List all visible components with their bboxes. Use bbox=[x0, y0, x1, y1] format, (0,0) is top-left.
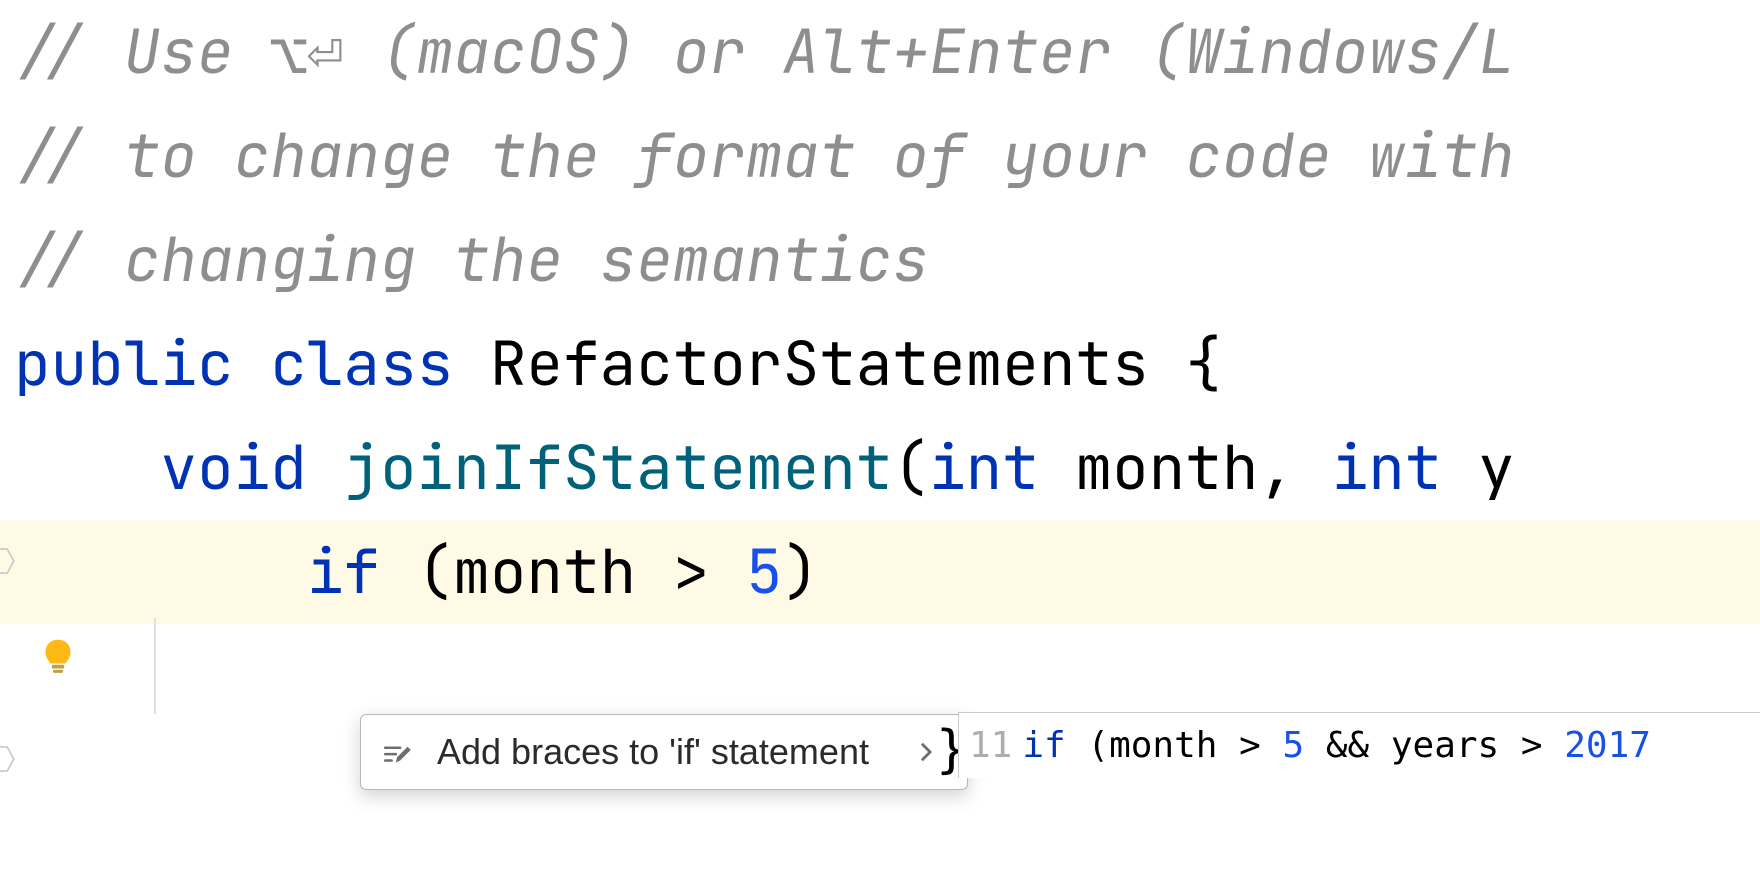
token-identifier: month, bbox=[1075, 428, 1331, 508]
preview-token-keyword: if bbox=[1022, 725, 1087, 766]
token-plain bbox=[14, 428, 160, 508]
token-keyword: public bbox=[14, 324, 270, 404]
preview-code: if (month > 5 && years > 2017 bbox=[1022, 725, 1651, 766]
preview-token-plain: (month > bbox=[1087, 725, 1282, 766]
intention-bulb[interactable] bbox=[38, 636, 82, 680]
token-comment: // Use bbox=[14, 12, 270, 92]
edit-pen-icon bbox=[381, 735, 415, 769]
preview-token-number: 2017 bbox=[1564, 725, 1651, 766]
lightbulb-icon bbox=[38, 636, 78, 676]
code-editor[interactable]: // Use ⌥⏎ (macOS) or Alt+Enter (Windows/… bbox=[0, 0, 1760, 880]
token-keyword: class bbox=[270, 324, 490, 404]
token-plain bbox=[14, 532, 307, 612]
preview-token-plain: && years > bbox=[1304, 725, 1564, 766]
code-line[interactable]: public class RefactorStatements { bbox=[0, 312, 1760, 416]
token-keyword: int bbox=[929, 428, 1075, 508]
preview-line-number: 11 bbox=[969, 725, 1022, 766]
code-line[interactable]: // to change the format of your code wit… bbox=[0, 104, 1760, 208]
fold-handle-icon[interactable] bbox=[0, 546, 16, 576]
token-plain: { bbox=[1185, 324, 1222, 404]
token-plain: ) bbox=[783, 532, 820, 612]
code-line[interactable]: // Use ⌥⏎ (macOS) or Alt+Enter (Windows/… bbox=[0, 0, 1760, 104]
intention-preview-popup: 11 if (month > 5 && years > 2017 bbox=[958, 712, 1760, 778]
token-comment: // changing the semantics bbox=[14, 220, 929, 300]
token-keyword: int bbox=[1332, 428, 1478, 508]
token-comment: // to change the format of your code wit… bbox=[14, 116, 1515, 196]
token-keyword: if bbox=[307, 532, 417, 612]
token-classname: RefactorStatements bbox=[490, 324, 1185, 404]
token-methodname: joinIfStatement bbox=[343, 428, 892, 508]
code-container: // Use ⌥⏎ (macOS) or Alt+Enter (Windows/… bbox=[0, 0, 1760, 624]
token-plain: (month > bbox=[417, 532, 746, 612]
code-line[interactable]: void joinIfStatement(int month, int y bbox=[0, 416, 1760, 520]
token-number: 5 bbox=[746, 532, 783, 612]
token-comment: (macOS) or Alt+Enter (Windows/L bbox=[344, 12, 1515, 92]
preview-token-number: 5 bbox=[1282, 725, 1304, 766]
token-identifier: y bbox=[1478, 428, 1515, 508]
fold-handle-icon[interactable] bbox=[0, 744, 16, 774]
token-shortcut: ⌥⏎ bbox=[270, 12, 343, 92]
chevron-right-icon bbox=[915, 741, 937, 763]
code-line[interactable]: // changing the semantics bbox=[0, 208, 1760, 312]
intention-action-label: Add braces to 'if' statement bbox=[437, 731, 869, 773]
gutter-separator bbox=[154, 618, 156, 714]
intention-action-popup[interactable]: Add braces to 'if' statement bbox=[360, 714, 968, 790]
code-line-current[interactable]: if (month > 5) bbox=[0, 520, 1760, 624]
token-keyword: void bbox=[160, 428, 343, 508]
token-plain: ( bbox=[892, 428, 929, 508]
